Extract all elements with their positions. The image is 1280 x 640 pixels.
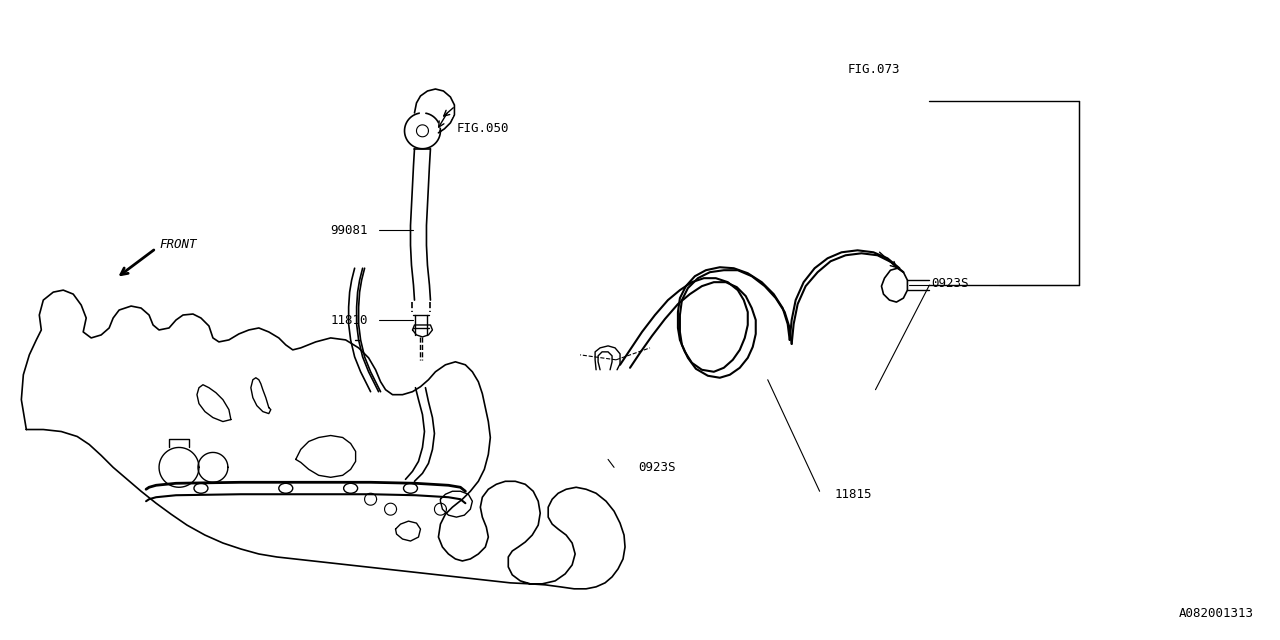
Text: FIG.073: FIG.073: [847, 63, 900, 76]
Text: 0923S: 0923S: [637, 461, 676, 474]
Text: FIG.050: FIG.050: [457, 122, 509, 135]
Text: 0923S: 0923S: [932, 276, 969, 290]
Text: 11815: 11815: [835, 488, 872, 500]
Text: FRONT: FRONT: [159, 238, 197, 251]
Text: A082001313: A082001313: [1179, 607, 1253, 620]
Text: 11810: 11810: [330, 314, 369, 326]
Text: 99081: 99081: [330, 224, 369, 237]
